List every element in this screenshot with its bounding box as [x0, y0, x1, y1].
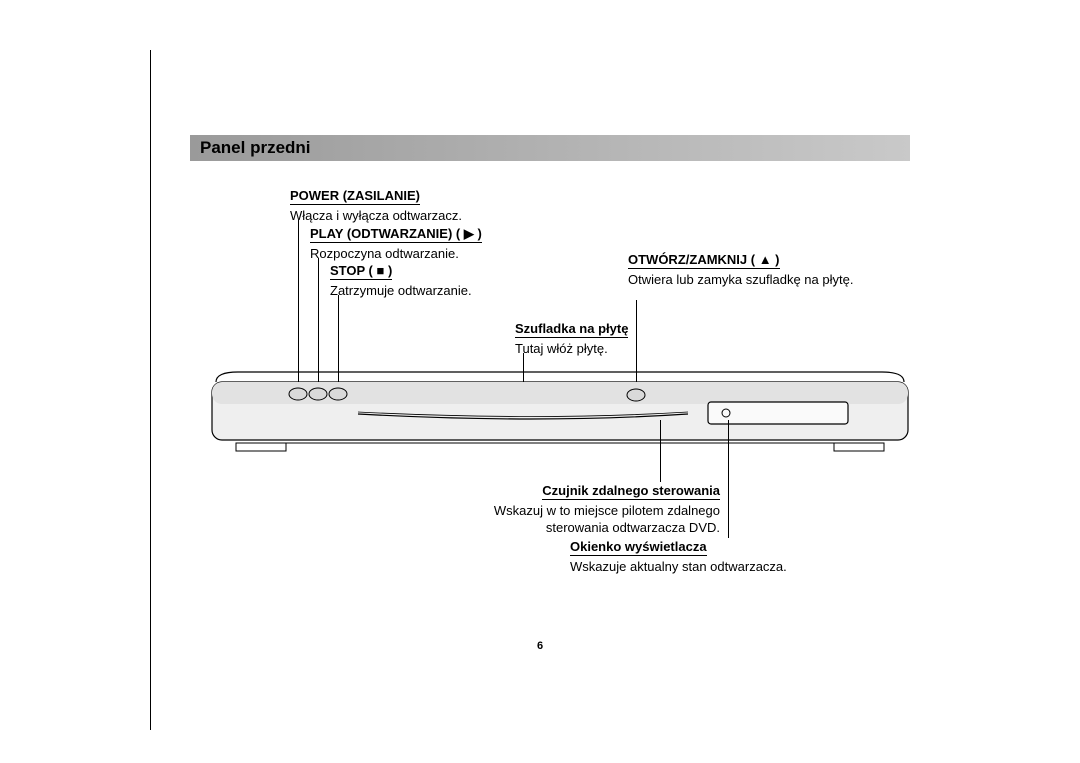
label-display-desc: Wskazuje aktualny stan odtwarzacza. [570, 558, 790, 576]
label-display-head: Okienko wyświetlacza [570, 539, 707, 556]
device-svg [208, 370, 912, 458]
lead-sensor [660, 420, 661, 482]
label-sensor-head: Czujnik zdalnego sterowania [542, 483, 720, 500]
dvd-player-illustration [208, 370, 912, 458]
label-sensor-desc: Wskazuj w to miejsce pilotem zdalnego st… [440, 502, 720, 537]
page: Panel przedni POWER (ZASILANIE) Włącza i… [150, 0, 930, 763]
page-number: 6 [150, 640, 930, 652]
label-stop: STOP ( ■ ) Zatrzymuje odtwarzanie. [330, 262, 472, 299]
section-title: Panel przedni [200, 138, 311, 158]
label-tray-head: Szufladka na płytę [515, 321, 628, 338]
lead-display [728, 420, 729, 538]
label-display: Okienko wyświetlacza Wskazuje aktualny s… [570, 538, 790, 575]
label-tray-desc: Tutaj włóż płytę. [515, 340, 628, 358]
label-stop-desc: Zatrzymuje odtwarzanie. [330, 282, 472, 300]
label-tray: Szufladka na płytę Tutaj włóż płytę. [515, 320, 628, 357]
label-power-head: POWER (ZASILANIE) [290, 188, 420, 205]
label-stop-head: STOP ( ■ ) [330, 263, 392, 280]
label-play-head: PLAY (ODTWARZANIE) ( ▶ ) [310, 226, 482, 243]
label-eject-desc: Otwiera lub zamyka szufladkę na płytę. [628, 271, 858, 289]
label-eject: OTWÓRZ/ZAMKNIJ ( ▲ ) Otwiera lub zamyka … [628, 251, 858, 288]
label-power-desc: Włącza i wyłącza odtwarzacz. [290, 207, 462, 225]
label-play: PLAY (ODTWARZANIE) ( ▶ ) Rozpoczyna odtw… [310, 225, 482, 262]
section-title-bar: Panel przedni [190, 135, 910, 161]
lead-power [298, 220, 299, 395]
label-sensor: Czujnik zdalnego sterowania Wskazuj w to… [440, 482, 720, 537]
label-power: POWER (ZASILANIE) Włącza i wyłącza odtwa… [290, 187, 462, 224]
label-eject-head: OTWÓRZ/ZAMKNIJ ( ▲ ) [628, 252, 780, 269]
label-play-desc: Rozpoczyna odtwarzanie. [310, 245, 482, 263]
